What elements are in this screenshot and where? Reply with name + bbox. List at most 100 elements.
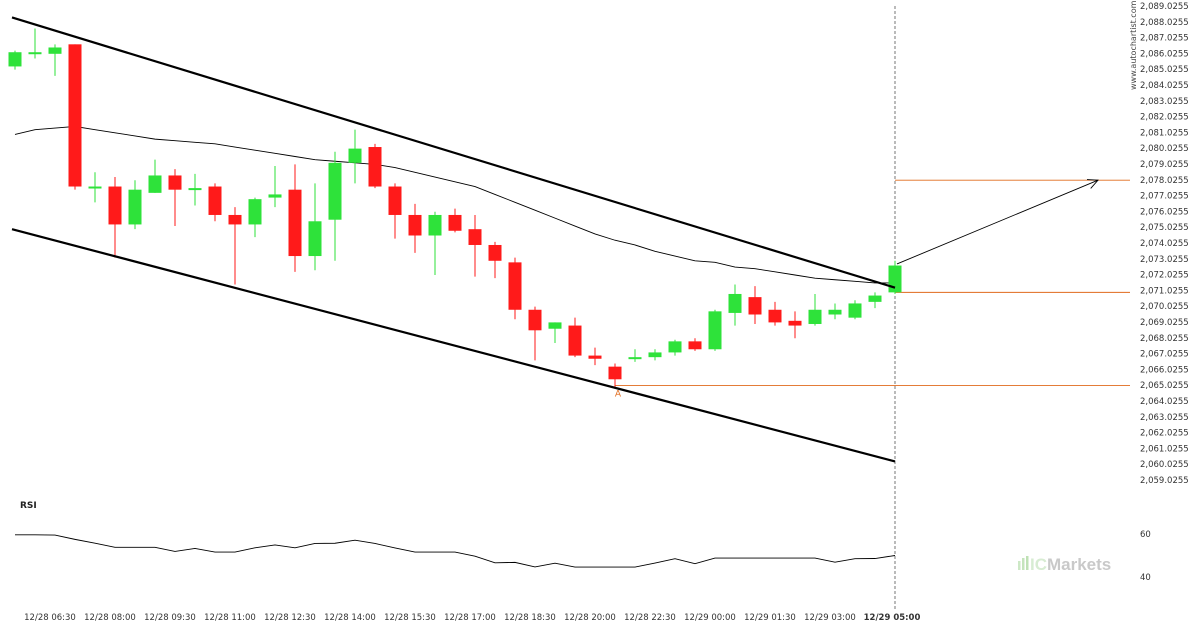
candle	[348, 129, 362, 184]
candle	[888, 260, 902, 294]
x-axis: 12/28 06:30 12/28 08:00 12/28 09:30 12/28 1…	[24, 613, 920, 623]
y-tick-label: 2,069.0255	[1140, 318, 1189, 328]
candle-body	[228, 214, 242, 225]
arrow-shaft	[896, 179, 1099, 265]
candles	[8, 28, 902, 389]
candle	[848, 300, 862, 320]
y-tick-label: 2,064.0255	[1140, 397, 1189, 407]
candle	[528, 306, 542, 361]
candle	[328, 151, 342, 261]
y-tick-label: 2,070.0255	[1140, 302, 1189, 312]
candle-body	[128, 189, 142, 225]
candle-body	[788, 320, 802, 326]
candle	[368, 143, 382, 189]
candle	[8, 50, 22, 70]
rsi-axis: 60 40	[1140, 530, 1151, 583]
x-tick-label: 12/28 17:00	[444, 613, 496, 623]
candle-body	[448, 214, 462, 231]
candle	[388, 183, 402, 239]
candle	[148, 159, 162, 193]
candle	[748, 286, 762, 324]
y-tick-label: 2,071.0255	[1140, 286, 1189, 296]
x-tick-label: 12/28 15:30	[384, 613, 436, 623]
candle-body	[288, 189, 302, 257]
x-tick-label: 12/28 22:30	[624, 613, 676, 623]
y-tick-label: 2,088.0255	[1140, 18, 1189, 28]
y-tick-label: 2,083.0255	[1140, 97, 1189, 107]
candle-body	[828, 309, 842, 315]
candle	[548, 322, 562, 343]
candle	[468, 214, 482, 277]
rsi-tick-label: 60	[1140, 530, 1151, 540]
x-tick-label: 12/28 20:00	[564, 613, 616, 623]
candle-body	[728, 293, 742, 313]
candle-body	[108, 186, 122, 225]
candle	[448, 208, 462, 233]
candle	[868, 292, 882, 309]
candle-body	[628, 357, 642, 360]
candle	[48, 44, 62, 76]
candle-body	[648, 352, 662, 358]
candle-body	[888, 265, 902, 293]
candle-body	[568, 325, 582, 356]
candle-body	[528, 309, 542, 331]
candle	[588, 347, 602, 366]
candle	[648, 349, 662, 361]
candle	[608, 363, 622, 389]
candle-body	[468, 229, 482, 245]
candle-body	[48, 47, 62, 54]
candle-body	[168, 175, 182, 190]
candle	[228, 207, 242, 285]
candle	[668, 339, 682, 356]
x-tick-label: 12/28 18:30	[504, 613, 556, 623]
rsi-tick-label: 40	[1140, 573, 1151, 583]
watermark-site: www.autochartist.com	[1129, 0, 1138, 90]
y-tick-label: 2,061.0255	[1140, 444, 1189, 454]
candle-body	[148, 175, 162, 193]
y-tick-label: 2,078.0255	[1140, 176, 1189, 186]
candle-body	[68, 44, 82, 187]
candle	[88, 172, 102, 203]
brand-logo: ICMarkets	[1018, 555, 1111, 574]
candle-body	[668, 341, 682, 353]
y-tick-label: 2,082.0255	[1140, 113, 1189, 123]
candle-body	[808, 309, 822, 324]
y-tick-label: 2,068.0255	[1140, 334, 1189, 344]
y-tick-label: 2,077.0255	[1140, 192, 1189, 202]
y-tick-label: 2,079.0255	[1140, 160, 1189, 170]
candle	[628, 349, 642, 362]
candle-body	[848, 303, 862, 318]
y-tick-label: 2,067.0255	[1140, 350, 1189, 360]
candle-body	[368, 147, 382, 187]
moving-average-line	[14, 126, 895, 284]
y-tick-label: 2,087.0255	[1140, 34, 1189, 44]
x-tick-label: 12/28 09:30	[144, 613, 196, 623]
y-tick-label: 2,080.0255	[1140, 144, 1189, 154]
candle-body	[328, 162, 342, 220]
y-tick-label: 2,059.0255	[1140, 476, 1189, 486]
x-tick-label: 12/28 08:00	[84, 613, 136, 623]
x-tick-label: 12/29 03:00	[804, 613, 856, 623]
candle-body	[588, 355, 602, 359]
candle-body	[548, 322, 562, 329]
x-tick-label: 12/28 14:00	[324, 613, 376, 623]
candle	[28, 28, 42, 59]
candle-body	[248, 199, 262, 225]
y-tick-label: 2,089.0255	[1140, 2, 1189, 12]
y-tick-label: 2,076.0255	[1140, 207, 1189, 217]
candle	[428, 211, 442, 276]
x-tick-label: 12/28 11:00	[204, 613, 256, 623]
forecast-arrow	[896, 179, 1099, 265]
candle-body	[348, 148, 362, 163]
candle	[728, 284, 742, 326]
candle-body	[488, 244, 502, 261]
candle	[68, 44, 82, 190]
y-axis: 2,089.0255 2,088.0255 2,087.0255 2,086.0255…	[1140, 2, 1189, 486]
candle	[568, 317, 582, 358]
candle-body	[188, 188, 202, 191]
candle	[828, 303, 842, 320]
y-tick-label: 2,081.0255	[1140, 128, 1189, 138]
candle	[248, 197, 262, 238]
candle	[168, 169, 182, 227]
